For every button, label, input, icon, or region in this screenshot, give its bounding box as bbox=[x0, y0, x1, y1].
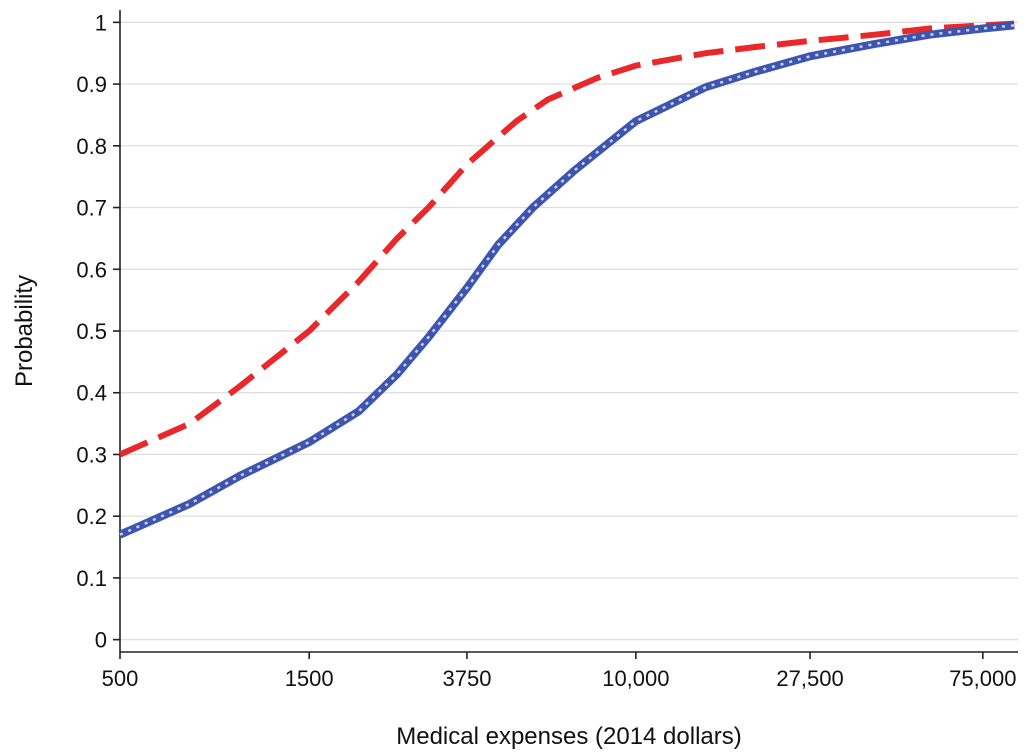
y-tick-label: 0.8 bbox=[76, 134, 107, 159]
grid-lines bbox=[120, 21, 1018, 641]
y-tick-label: 0.4 bbox=[76, 381, 107, 406]
series-line-1 bbox=[118, 21, 1015, 539]
series-line-0 bbox=[118, 20, 1015, 458]
x-tick-label: 500 bbox=[102, 666, 139, 691]
y-axis-title: Probability bbox=[11, 275, 38, 387]
y-tick-label: 0.1 bbox=[76, 566, 107, 591]
x-tick-label: 10,000 bbox=[602, 666, 669, 691]
y-tick-label: 0.6 bbox=[76, 257, 107, 282]
x-tick-label: 1500 bbox=[285, 666, 334, 691]
x-ticks: 500 1500 3750 10,000 27,500 75,000 bbox=[102, 652, 1016, 691]
y-ticks: 0 0.1 0.2 0.3 0.4 0.5 0.6 0.7 0.8 0.9 1 bbox=[76, 10, 120, 653]
x-axis-title: Medical expenses (2014 dollars) bbox=[396, 723, 742, 750]
series-lines bbox=[118, 20, 1015, 539]
y-tick-label: 0.5 bbox=[76, 319, 107, 344]
y-tick-label: 0.9 bbox=[76, 72, 107, 97]
x-tick-label: 75,000 bbox=[949, 666, 1016, 691]
y-tick-label: 0 bbox=[95, 628, 107, 653]
y-tick-label: 0.3 bbox=[76, 442, 107, 467]
y-tick-label: 1 bbox=[95, 10, 107, 35]
x-tick-label: 3750 bbox=[442, 666, 491, 691]
y-tick-label: 0.2 bbox=[76, 504, 107, 529]
x-tick-label: 27,500 bbox=[776, 666, 843, 691]
series-line-1-highlight bbox=[119, 24, 1015, 536]
y-tick-label: 0.7 bbox=[76, 196, 107, 221]
